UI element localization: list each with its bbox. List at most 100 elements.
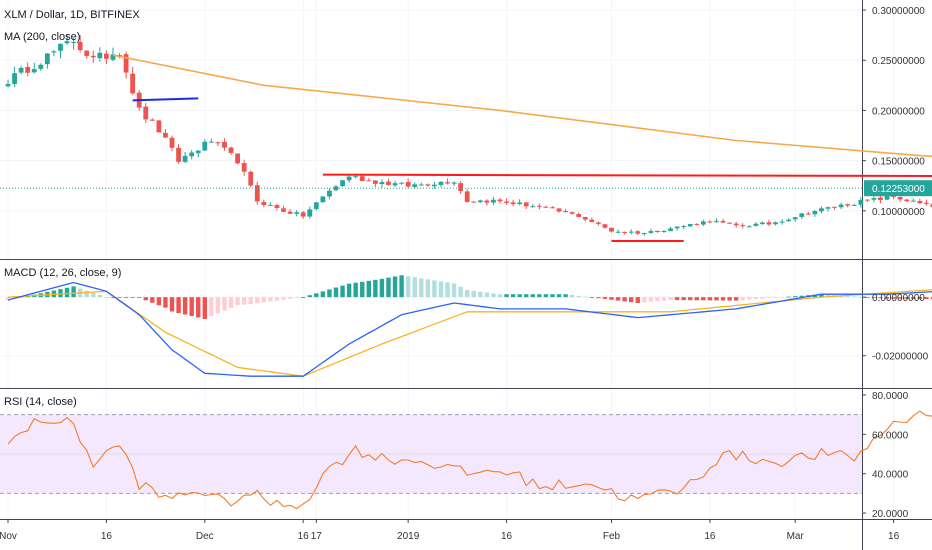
- price-pane[interactable]: [0, 34, 932, 242]
- candle[interactable]: [222, 141, 227, 148]
- candle[interactable]: [143, 106, 149, 120]
- candle[interactable]: [510, 202, 516, 205]
- candle[interactable]: [215, 142, 221, 144]
- candle[interactable]: [418, 184, 424, 186]
- rsi-pane[interactable]: [0, 410, 932, 510]
- candle[interactable]: [195, 150, 201, 154]
- rsi-line[interactable]: [7, 410, 932, 510]
- candle[interactable]: [871, 198, 877, 200]
- candle[interactable]: [156, 120, 162, 133]
- macd-pane[interactable]: [5, 275, 932, 377]
- candle[interactable]: [64, 41, 70, 44]
- candle[interactable]: [25, 66, 31, 73]
- candle[interactable]: [281, 208, 286, 212]
- candle[interactable]: [714, 221, 719, 223]
- candle[interactable]: [615, 231, 621, 233]
- candle[interactable]: [5, 84, 11, 87]
- macd-line[interactable]: [7, 281, 932, 377]
- candle[interactable]: [90, 55, 96, 58]
- candle[interactable]: [779, 221, 785, 223]
- candle[interactable]: [687, 224, 693, 227]
- candle[interactable]: [359, 176, 365, 182]
- candle[interactable]: [819, 208, 824, 212]
- candle[interactable]: [38, 64, 44, 69]
- candle[interactable]: [582, 217, 588, 220]
- candle[interactable]: [543, 206, 549, 208]
- candle[interactable]: [897, 197, 903, 200]
- blue-trend-line[interactable]: [132, 97, 199, 102]
- candle[interactable]: [720, 220, 726, 223]
- candle[interactable]: [405, 182, 411, 187]
- candle[interactable]: [149, 119, 155, 121]
- candle[interactable]: [169, 137, 175, 148]
- candle[interactable]: [58, 43, 63, 51]
- candle[interactable]: [910, 200, 916, 202]
- candle[interactable]: [700, 221, 706, 225]
- candle[interactable]: [661, 230, 667, 232]
- candle[interactable]: [497, 199, 503, 202]
- candle[interactable]: [379, 182, 385, 185]
- candle[interactable]: [694, 224, 700, 226]
- candle[interactable]: [182, 155, 188, 162]
- candle[interactable]: [313, 202, 319, 210]
- candle[interactable]: [858, 200, 864, 205]
- candle[interactable]: [812, 211, 818, 215]
- candle[interactable]: [864, 199, 870, 201]
- candle[interactable]: [110, 54, 116, 60]
- candle[interactable]: [202, 141, 208, 151]
- candle[interactable]: [917, 200, 923, 204]
- candle[interactable]: [609, 227, 614, 232]
- candle[interactable]: [504, 201, 509, 203]
- candle[interactable]: [12, 73, 17, 84]
- candle[interactable]: [471, 201, 477, 203]
- ma200-line[interactable]: [112, 54, 932, 188]
- candle[interactable]: [366, 180, 372, 182]
- candle[interactable]: [891, 195, 896, 197]
- candle[interactable]: [31, 69, 37, 73]
- candle[interactable]: [51, 51, 57, 53]
- ma-indicator-label[interactable]: MA (200, close): [4, 31, 80, 43]
- candle[interactable]: [845, 204, 851, 206]
- candle[interactable]: [477, 200, 483, 203]
- candle[interactable]: [530, 206, 536, 208]
- candle[interactable]: [268, 204, 273, 206]
- candle[interactable]: [189, 152, 195, 157]
- candle[interactable]: [596, 222, 601, 224]
- candle[interactable]: [123, 54, 129, 73]
- candle[interactable]: [635, 231, 641, 234]
- candle[interactable]: [254, 185, 260, 202]
- candle[interactable]: [563, 211, 568, 213]
- candle[interactable]: [707, 221, 713, 223]
- candle[interactable]: [792, 217, 798, 220]
- candle[interactable]: [18, 68, 24, 73]
- candle[interactable]: [241, 163, 247, 172]
- candle[interactable]: [727, 222, 732, 224]
- candle[interactable]: [884, 196, 890, 200]
- candle[interactable]: [622, 232, 628, 234]
- candle[interactable]: [77, 41, 83, 51]
- candle[interactable]: [274, 205, 280, 208]
- candle[interactable]: [825, 207, 831, 209]
- candle[interactable]: [71, 41, 76, 43]
- candle[interactable]: [569, 212, 575, 214]
- candle[interactable]: [904, 199, 910, 202]
- candle[interactable]: [805, 213, 811, 215]
- candle[interactable]: [589, 219, 595, 223]
- resistance-line[interactable]: [322, 173, 932, 177]
- candle[interactable]: [930, 203, 932, 208]
- candle[interactable]: [766, 222, 772, 225]
- candle[interactable]: [648, 231, 654, 233]
- candle[interactable]: [628, 231, 634, 233]
- candle[interactable]: [556, 208, 562, 212]
- candle[interactable]: [432, 184, 437, 187]
- candle[interactable]: [235, 153, 240, 164]
- candle[interactable]: [386, 181, 391, 185]
- candle[interactable]: [425, 184, 431, 186]
- candle[interactable]: [523, 202, 529, 207]
- candle[interactable]: [176, 147, 181, 162]
- candle[interactable]: [208, 141, 214, 143]
- candle[interactable]: [228, 147, 234, 153]
- candle[interactable]: [392, 183, 398, 186]
- candle[interactable]: [602, 224, 608, 228]
- candle[interactable]: [287, 211, 293, 214]
